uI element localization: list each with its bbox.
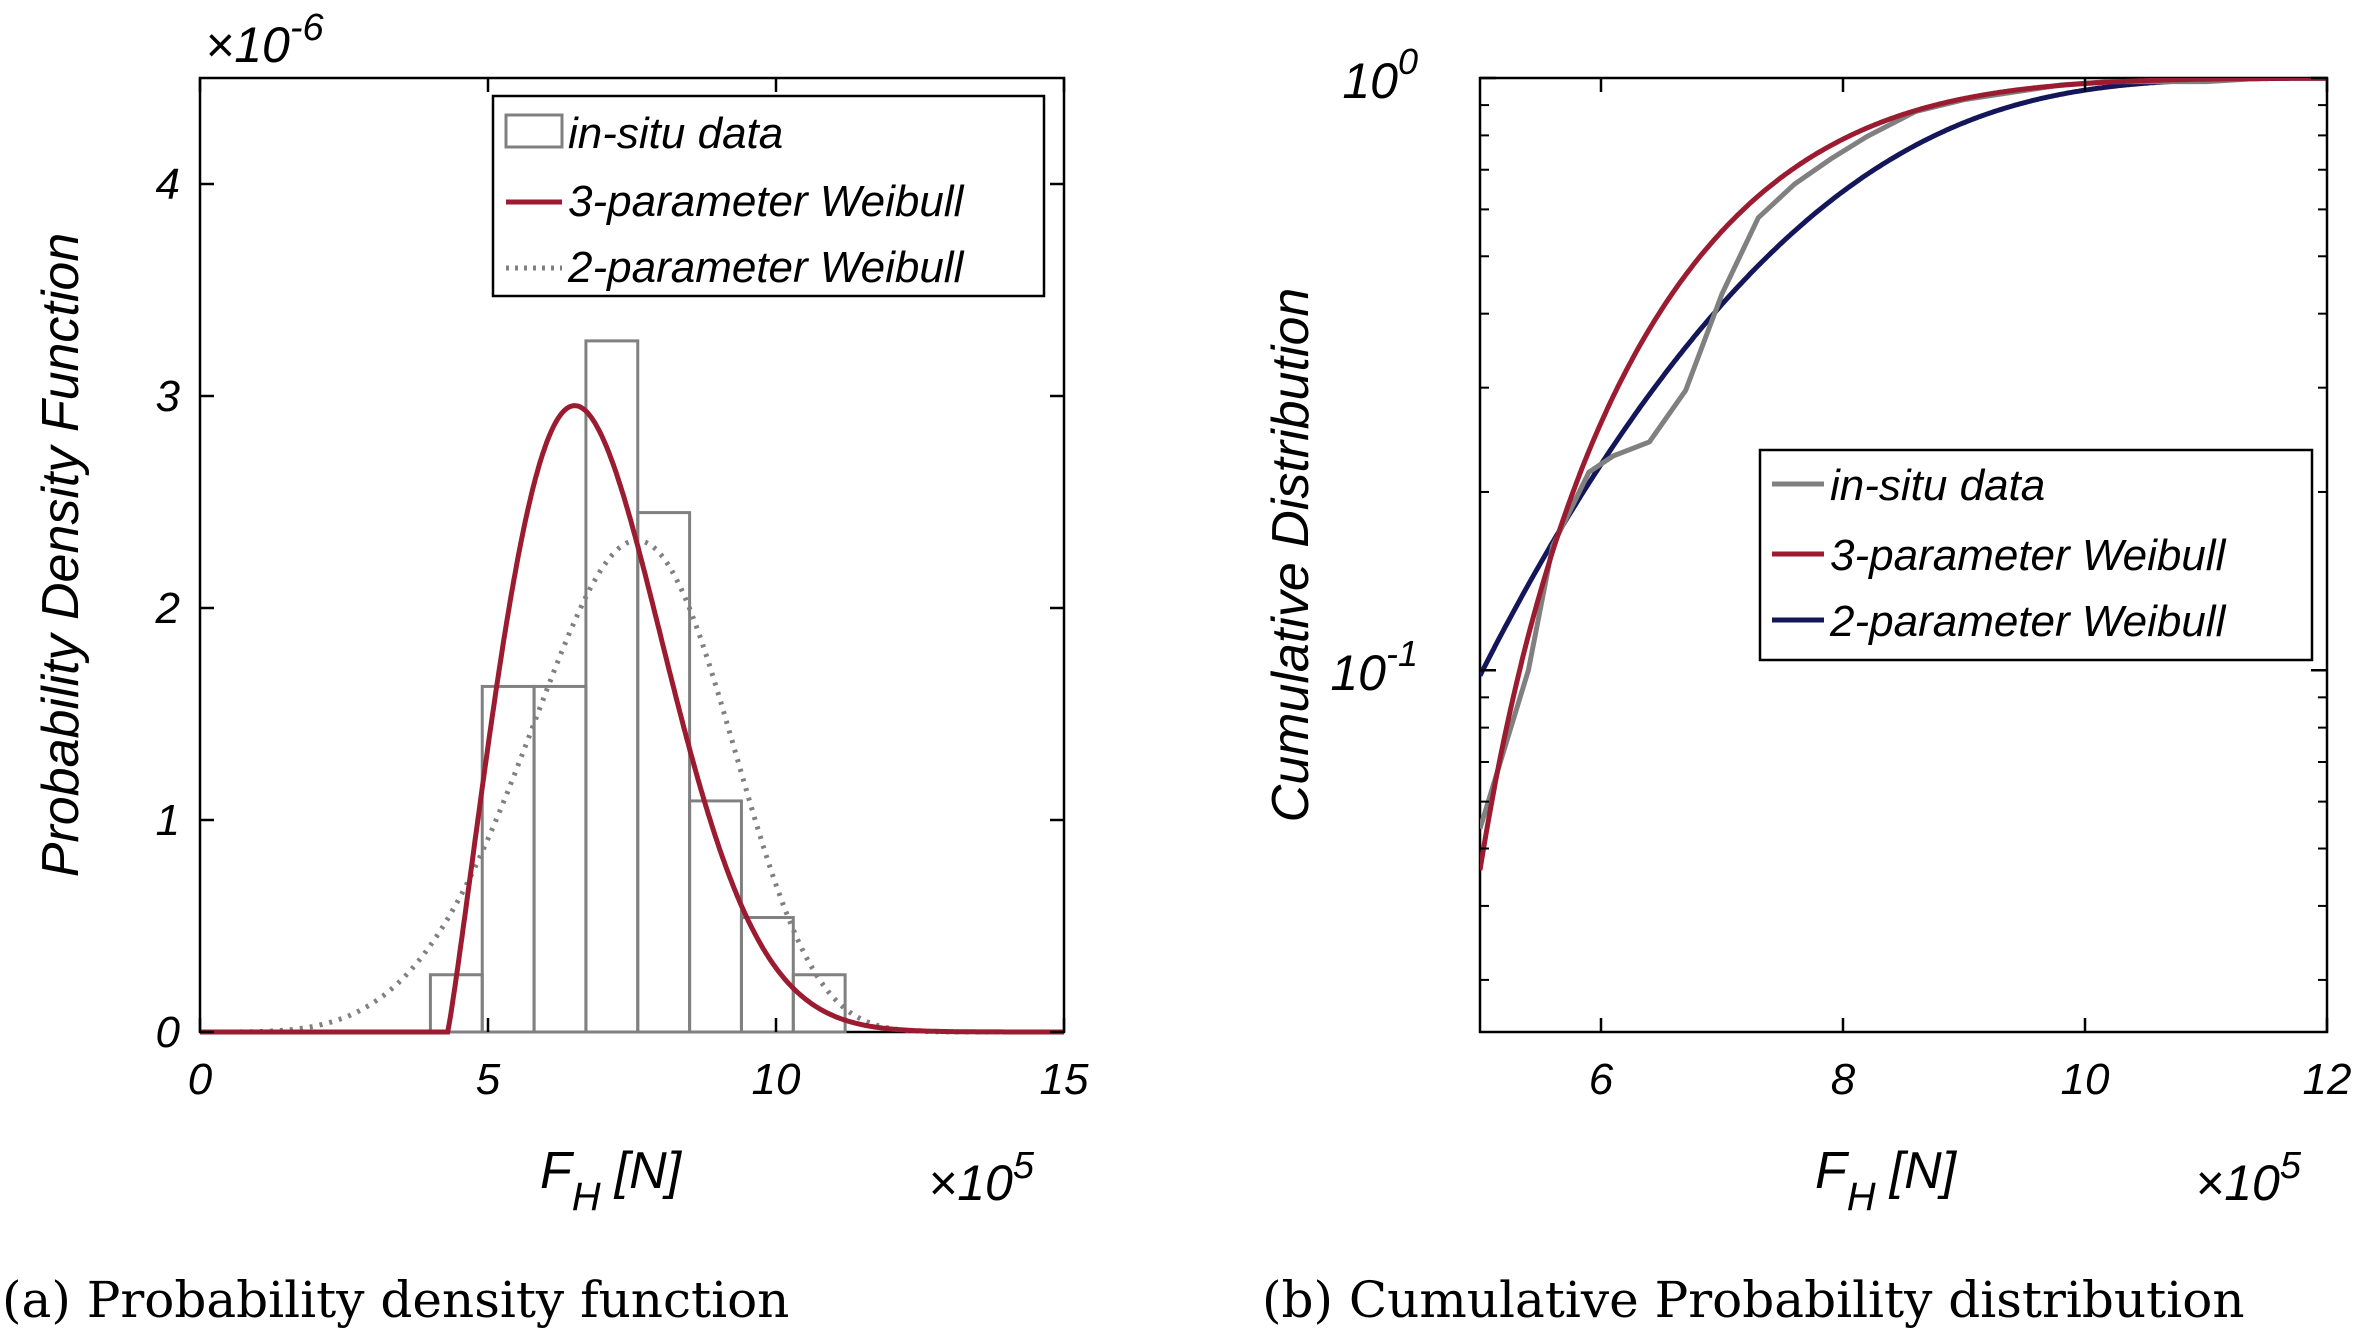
pdf-y-multiplier: ×10-6	[205, 7, 324, 73]
pdf-legend: in-situ data 3-parameter Weibull 2-param…	[491, 94, 1046, 298]
cdf-x-multiplier: ×105	[2195, 1145, 2302, 1211]
pdf-histogram-bar	[532, 684, 588, 1034]
cdf-curve-3-parameter-weibull	[1480, 78, 2327, 871]
cdf-legend-label-insitu: in-situ data	[1830, 461, 2045, 510]
cdf-y-axis-label: Cumulative Distribution	[1262, 288, 1320, 823]
pdf-histogram-bar	[791, 973, 847, 1034]
pdf-curves	[200, 403, 1064, 1035]
pdf-legend-box	[491, 94, 1046, 298]
cdf-legend-box	[1758, 448, 2314, 662]
cdf-y-tick-label: 100	[1342, 41, 1418, 109]
pdf-y-tick-label: 0	[156, 1008, 181, 1057]
cdf-legend-label-3p: 3-parameter Weibull	[1830, 531, 2227, 580]
pdf-histogram-bar	[739, 916, 795, 1034]
pdf-histogram-bar	[584, 339, 640, 1034]
cdf-curves	[1480, 78, 2327, 871]
cdf-x-tick-label: 10	[2061, 1055, 2110, 1104]
pdf-legend-label-insitu: in-situ data	[568, 109, 783, 158]
cdf-legend-label-2p: 2-parameter Weibull	[1829, 597, 2227, 646]
cdf-x-axis-label: FH [N]	[1815, 1142, 1958, 1219]
cdf-caption: (b) Cumulative Probability distribution	[1262, 1271, 2245, 1329]
pdf-x-tick-label: 5	[476, 1055, 501, 1104]
pdf-histogram	[428, 339, 847, 1034]
cdf-panel: 6 8 10 12 100 10-1 ×105 FH [N] Cumulative Dist…	[1262, 41, 2351, 1329]
pdf-ticks: 0 5 10 15 0 1 2 3 4	[155, 78, 1089, 1104]
pdf-curve-3-parameter-weibull	[200, 403, 1064, 1035]
cdf-x-tick-label: 6	[1589, 1055, 1614, 1104]
pdf-y-tick-label: 2	[155, 584, 180, 633]
pdf-legend-label-2p: 2-parameter Weibull	[567, 243, 965, 292]
pdf-curve-2-parameter-weibull	[200, 537, 1064, 1035]
pdf-caption: (a) Probability density function	[2, 1271, 789, 1329]
pdf-x-multiplier: ×105	[928, 1145, 1035, 1211]
pdf-y-tick-label: 1	[156, 796, 180, 845]
pdf-x-tick-label: 10	[752, 1055, 801, 1104]
pdf-y-tick-label: 4	[156, 160, 180, 209]
pdf-x-tick-label: 15	[1040, 1055, 1089, 1104]
pdf-y-axis-label: Probability Density Function	[32, 233, 90, 878]
pdf-y-tick-label: 3	[156, 372, 181, 421]
pdf-panel: 0 5 10 15 0 1 2 3 4 ×10-6 ×105 FH [N] Probability…	[2, 7, 1089, 1329]
pdf-x-axis-label: FH [N]	[540, 1142, 683, 1219]
cdf-ticks: 6 8 10 12 100 10-1	[1330, 41, 2351, 1104]
pdf-histogram-bar	[636, 511, 692, 1034]
pdf-legend-swatch-histogram	[504, 113, 564, 149]
cdf-legend: in-situ data 3-parameter Weibull 2-param…	[1758, 448, 2314, 662]
cdf-y-tick-label: 10-1	[1330, 633, 1418, 701]
pdf-x-tick-label: 0	[188, 1055, 213, 1104]
cdf-x-tick-label: 8	[1831, 1055, 1856, 1104]
cdf-x-tick-label: 12	[2303, 1055, 2352, 1104]
cdf-plot-frame	[1478, 76, 2329, 1034]
pdf-legend-label-3p: 3-parameter Weibull	[568, 177, 965, 226]
